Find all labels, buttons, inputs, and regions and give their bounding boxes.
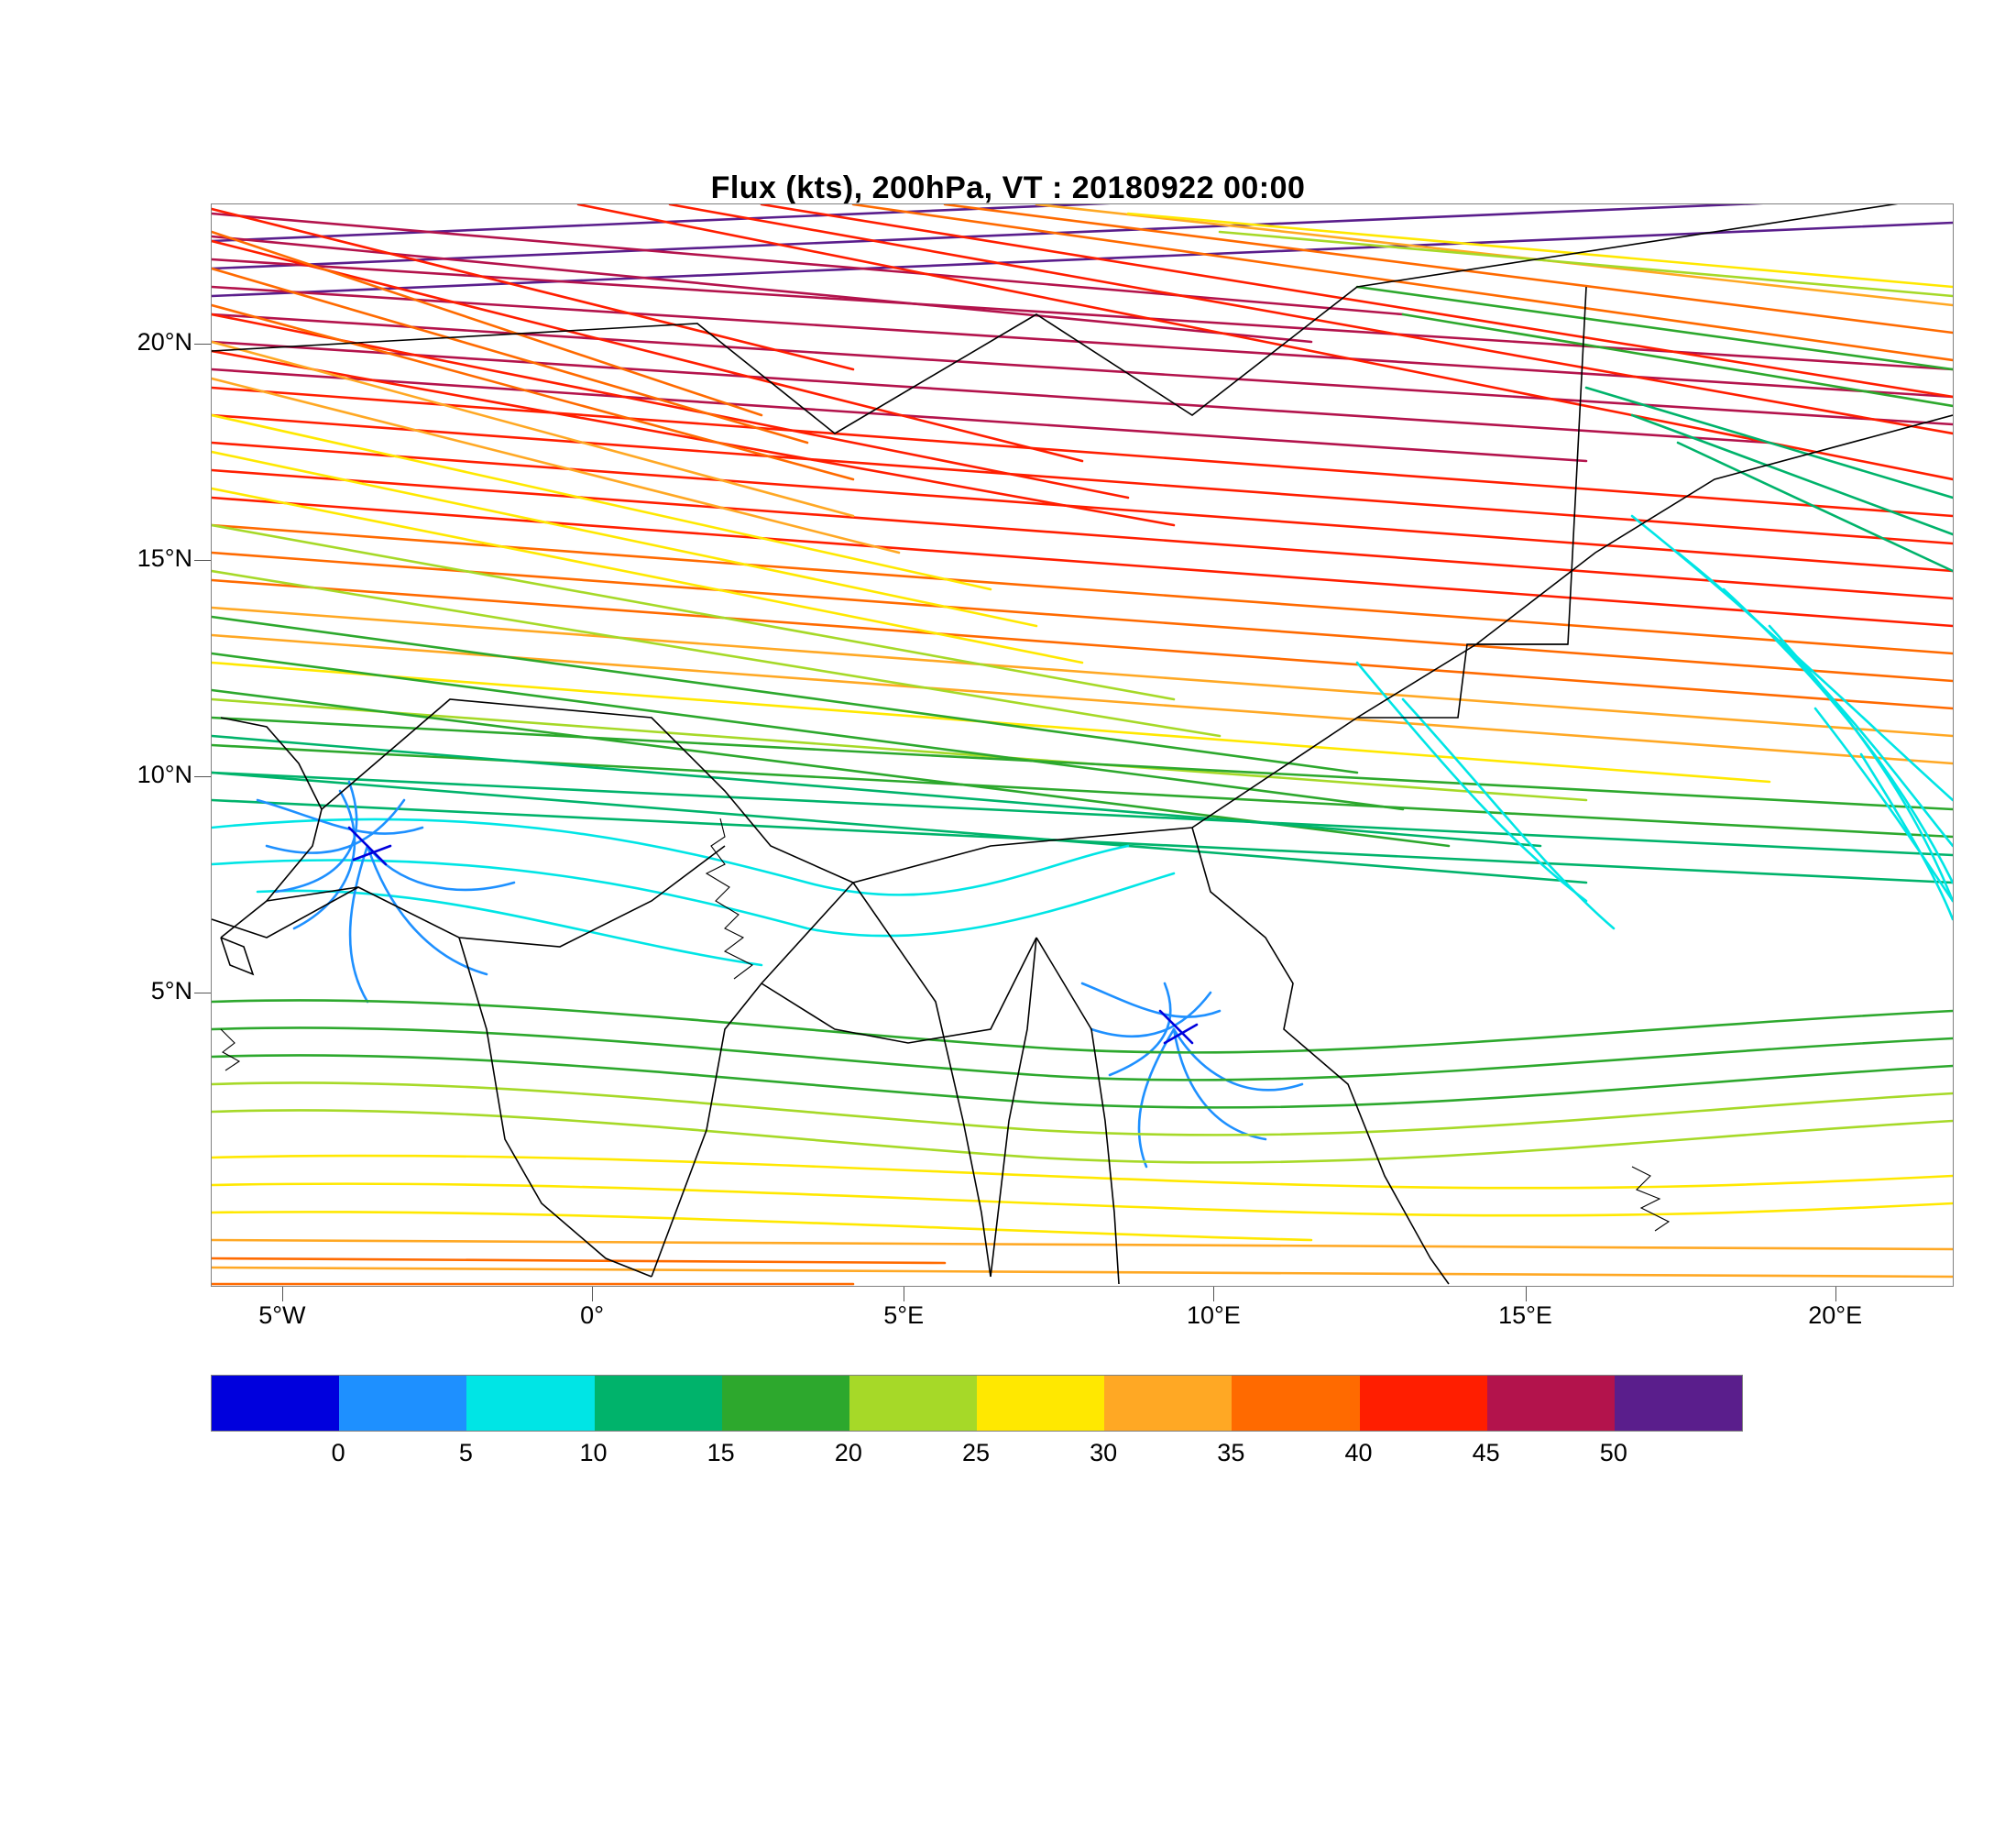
chart-title: Flux (kts), 200hPa, VT : 20180922 00:00 [0, 170, 2016, 206]
x-tick-line-20E [1835, 1285, 1836, 1301]
cb-label-40: 40 [1344, 1439, 1372, 1467]
cb-label-50: 50 [1600, 1439, 1627, 1467]
cb-label-30: 30 [1090, 1439, 1117, 1467]
colorbar-container: 0 5 10 15 20 25 30 35 40 45 50 [211, 1375, 1741, 1468]
colorbar-labels: 0 5 10 15 20 25 30 35 40 45 50 [211, 1432, 1741, 1468]
y-tick-line-15N [194, 560, 211, 561]
x-tick-line-15E [1526, 1285, 1527, 1301]
colorbar[interactable] [211, 1375, 1743, 1432]
cb-segment-50plus [1615, 1376, 1742, 1431]
cb-segment-45-50 [1487, 1376, 1615, 1431]
x-tick-label-5E: 5°E [862, 1301, 945, 1330]
cb-label-20: 20 [835, 1439, 862, 1467]
y-tick-label-10N: 10°N [101, 761, 192, 789]
y-tick-label-15N: 15°N [101, 544, 192, 573]
streamline-svg [212, 204, 1953, 1286]
wind-flux-map-canvas: Flux (kts), 200hPa, VT : 20180922 00:00 … [0, 0, 2016, 1833]
x-tick-line-10E [1213, 1285, 1214, 1301]
cb-label-35: 35 [1217, 1439, 1244, 1467]
cb-label-15: 15 [707, 1439, 735, 1467]
cb-segment-35-40 [1104, 1376, 1232, 1431]
cb-segment-10-15 [466, 1376, 594, 1431]
cb-label-0: 0 [332, 1439, 345, 1467]
cb-segment-30-35 [977, 1376, 1104, 1431]
y-tick-label-5N: 5°N [101, 977, 192, 1005]
y-tick-label-20N: 20°N [101, 328, 192, 357]
x-tick-label-5W: 5°W [241, 1301, 323, 1330]
cb-segment-0-5 [212, 1376, 339, 1431]
cb-segment-5-10 [339, 1376, 466, 1431]
x-tick-label-10E: 10°E [1172, 1301, 1255, 1330]
streamline-plot-area[interactable] [211, 203, 1954, 1287]
cb-segment-25-30 [849, 1376, 977, 1431]
x-tick-line-5W [282, 1285, 283, 1301]
cb-label-5: 5 [459, 1439, 473, 1467]
y-tick-line-20N [194, 344, 211, 345]
y-tick-line-10N [194, 776, 211, 777]
cb-segment-15-20 [595, 1376, 722, 1431]
cb-label-25: 25 [962, 1439, 990, 1467]
cb-segment-40-45a [1232, 1376, 1359, 1431]
cb-label-10: 10 [579, 1439, 607, 1467]
cb-label-45: 45 [1473, 1439, 1500, 1467]
x-tick-label-20E: 20°E [1794, 1301, 1877, 1330]
x-tick-label-15E: 15°E [1485, 1301, 1567, 1330]
x-tick-label-0: 0° [551, 1301, 633, 1330]
cb-segment-40-45 [1360, 1376, 1487, 1431]
cb-segment-20-25 [722, 1376, 849, 1431]
x-tick-line-0 [592, 1285, 593, 1301]
